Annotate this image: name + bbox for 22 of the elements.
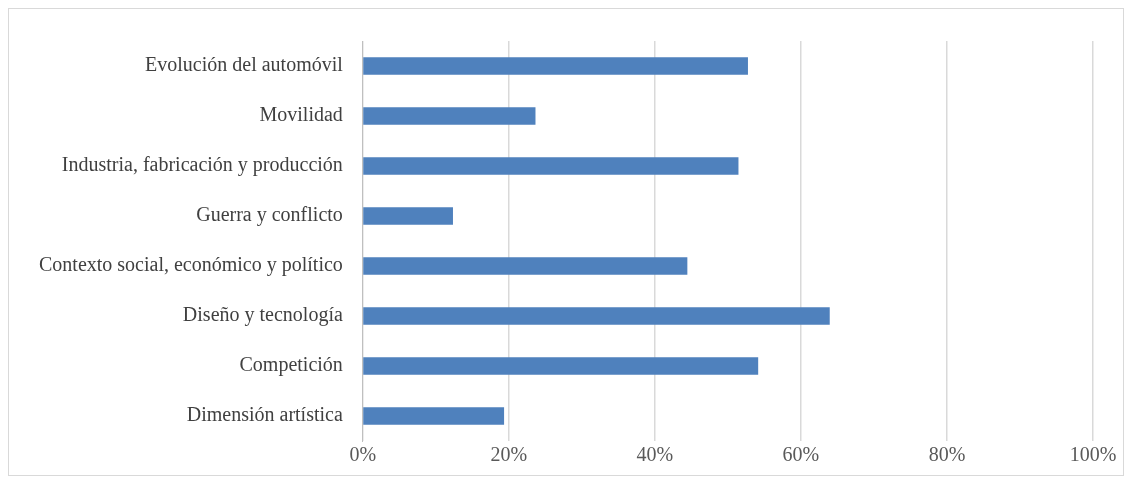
x-tick-label: 0%	[349, 443, 377, 466]
y-tick-label: Competición	[239, 353, 343, 377]
x-tick-label: 80%	[928, 443, 966, 466]
x-tick-label: 100%	[1069, 443, 1117, 466]
bar	[363, 407, 505, 425]
x-tick-label: 20%	[490, 443, 528, 466]
y-tick-label: Diseño y tecnología	[182, 303, 343, 327]
y-tick-label: Contexto social, económico y político	[39, 253, 343, 277]
y-tick-label: Movilidad	[259, 103, 343, 126]
bar	[363, 257, 688, 275]
bar	[363, 157, 739, 175]
y-tick-label: Industria, fabricación y producción	[61, 153, 343, 177]
bar	[363, 57, 748, 75]
x-tick-label: 60%	[782, 443, 820, 466]
bar	[363, 107, 536, 125]
y-tick-label: Evolución del automóvil	[145, 53, 344, 76]
y-tick-label: Dimensión artística	[186, 403, 343, 426]
x-tick-label: 40%	[636, 443, 674, 466]
bar	[363, 307, 830, 325]
bar	[363, 357, 759, 375]
y-tick-label: Guerra y conflicto	[196, 203, 343, 227]
bar	[363, 207, 453, 225]
